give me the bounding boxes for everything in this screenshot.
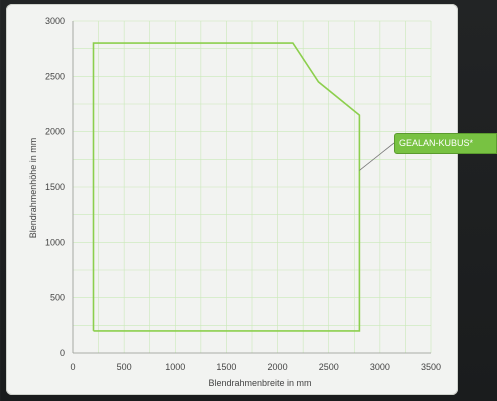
y-tick-label: 2500 — [45, 71, 65, 81]
axes — [72, 21, 431, 354]
legend-label-gealan-kubus: GEALAN-KUBUS* — [394, 133, 497, 154]
x-tick-label: 1500 — [216, 362, 236, 372]
y-tick-label: 3000 — [45, 16, 65, 26]
x-tick-label: 1000 — [165, 362, 185, 372]
y-axis-label: Blendrahmenhöhe in mm — [28, 138, 38, 239]
series-outline-gealan-kubus — [92, 42, 361, 332]
y-tick-label: 2000 — [45, 127, 65, 137]
x-tick-label: 2500 — [319, 362, 339, 372]
x-tick-label: 3000 — [370, 362, 390, 372]
y-tick-label: 1000 — [45, 237, 65, 247]
x-axis-label: Blendrahmenbreite in mm — [208, 378, 311, 388]
series-layer — [92, 42, 361, 332]
grid — [72, 20, 432, 354]
x-tick-label: 2000 — [268, 362, 288, 372]
legend-callout-line — [359, 142, 395, 171]
x-tick-label: 0 — [70, 362, 75, 372]
x-tick-label: 3500 — [421, 362, 441, 372]
tick-labels: 0 500 1000 1500 2000 2500 3000 3500 0 500 1000 1500… — [45, 16, 441, 372]
y-tick-label: 500 — [50, 293, 65, 303]
y-tick-label: 0 — [60, 348, 65, 358]
x-tick-label: 500 — [117, 362, 132, 372]
y-tick-label: 1500 — [45, 182, 65, 192]
chart-card — [6, 4, 458, 395]
